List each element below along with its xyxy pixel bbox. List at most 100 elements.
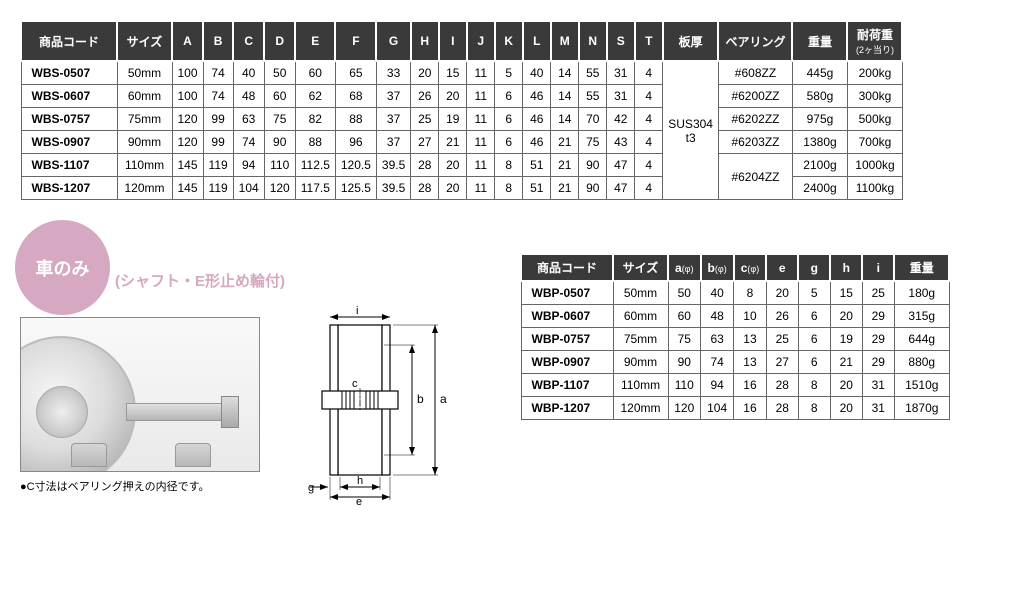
cell-dim: 75 [668,328,701,351]
dimension-diagram: a b c i g [280,305,455,505]
cell-weight: 880g [894,351,949,374]
cell-dim: 19 [439,108,467,131]
cell-dim: 20 [439,154,467,177]
axle-icon [126,403,226,421]
cell-dim: 10 [734,305,767,328]
table-row: WBP-1107110mm110941628820311510g [521,374,949,397]
cell-dim: 90 [264,131,295,154]
col-a: a(φ) [668,254,701,281]
col-A: A [172,21,203,61]
cell-weight: 315g [894,305,949,328]
cell-weight: 644g [894,328,949,351]
cell-dim: 96 [335,131,376,154]
cell-dim: 11 [467,85,495,108]
cell-dim: 31 [862,374,894,397]
cell-dim: 11 [467,177,495,200]
table-header-row: 商品コード サイズ A B C D E F G H I J K L M N S … [21,21,902,61]
cell-dim: 21 [551,154,579,177]
cell-dim: 40 [233,61,264,85]
cell-dim: 11 [467,154,495,177]
cell-dim: 48 [701,305,734,328]
cell-code: WBP-1207 [521,397,613,420]
cell-dim: 21 [551,131,579,154]
cell-dim: 16 [734,397,767,420]
cell-dim: 104 [233,177,264,200]
cell-dim: 11 [467,108,495,131]
cell-dim: 33 [376,61,410,85]
cell-code: WBP-0907 [521,351,613,374]
cell-dim: 90 [579,154,607,177]
cell-dim: 119 [203,177,233,200]
col-bearing: ベアリング [718,21,792,61]
subtitle-shaft: (シャフト・E形止め輪付) [115,270,285,291]
cell-dim: 94 [233,154,264,177]
cell-dim: 13 [734,328,767,351]
cell-dim: 21 [439,131,467,154]
cell-dim: 47 [607,177,635,200]
cell-size: 110mm [117,154,172,177]
cell-code: WBS-0607 [21,85,117,108]
cell-bearing: #6203ZZ [718,131,792,154]
cell-dim: 110 [264,154,295,177]
cell-bearing: #608ZZ [718,61,792,85]
cell-dim: 75 [264,108,295,131]
col-I: I [439,21,467,61]
col-weight: 重量 [894,254,949,281]
cell-dim: 50 [264,61,295,85]
table-row: WBP-060760mm6048102662029315g [521,305,949,328]
cell-dim: 8 [495,154,523,177]
cell-size: 120mm [117,177,172,200]
cell-weight: 180g [894,281,949,305]
cell-dim: 37 [376,108,410,131]
cell-size: 75mm [117,108,172,131]
note-c-dimension: ●C寸法はベアリング押えの内径です。 [20,478,260,494]
cell-dim: 51 [523,154,551,177]
cell-dim: 14 [551,61,579,85]
cell-dim: 90 [668,351,701,374]
cell-dim: 28 [411,154,439,177]
cell-dim: 110 [668,374,701,397]
cell-dim: 28 [766,374,798,397]
cell-dim: 6 [798,328,830,351]
cell-weight: 580g [792,85,847,108]
cell-dim: 25 [411,108,439,131]
cell-weight: 1510g [894,374,949,397]
cell-dim: 19 [830,328,862,351]
endcap-icon [221,396,239,428]
cell-dim: 13 [734,351,767,374]
svg-text:h: h [357,475,363,487]
cell-code: WBS-1107 [21,154,117,177]
svg-text:e: e [356,496,362,505]
cell-dim: 94 [701,374,734,397]
cell-dim: 99 [203,131,233,154]
cell-dim: 20 [411,61,439,85]
cell-load: 500kg [847,108,902,131]
cell-dim: 20 [766,281,798,305]
cell-bearing: #6202ZZ [718,108,792,131]
cell-dim: 74 [203,61,233,85]
cell-dim: 29 [862,351,894,374]
cell-dim: 88 [335,108,376,131]
cell-dim: 28 [411,177,439,200]
cell-load: 1000kg [847,154,902,177]
cell-dim: 100 [172,85,203,108]
table-row: WBS-1107110mm14511994110112.5120.539.528… [21,154,902,177]
cell-dim: 62 [295,85,335,108]
col-G: G [376,21,410,61]
cell-dim: 104 [701,397,734,420]
table-row: WBP-075775mm7563132561929644g [521,328,949,351]
cell-dim: 50 [668,281,701,305]
cell-dim: 46 [523,85,551,108]
cell-dim: 120 [668,397,701,420]
col-code: 商品コード [521,254,613,281]
cell-size: 50mm [613,281,668,305]
cell-dim: 8 [495,177,523,200]
cell-bearing: #6204ZZ [718,154,792,200]
cell-dim: 26 [766,305,798,328]
cell-dim: 75 [579,131,607,154]
col-H: H [411,21,439,61]
col-weight: 重量 [792,21,847,61]
col-J: J [467,21,495,61]
cell-dim: 21 [830,351,862,374]
cell-dim: 47 [607,154,635,177]
